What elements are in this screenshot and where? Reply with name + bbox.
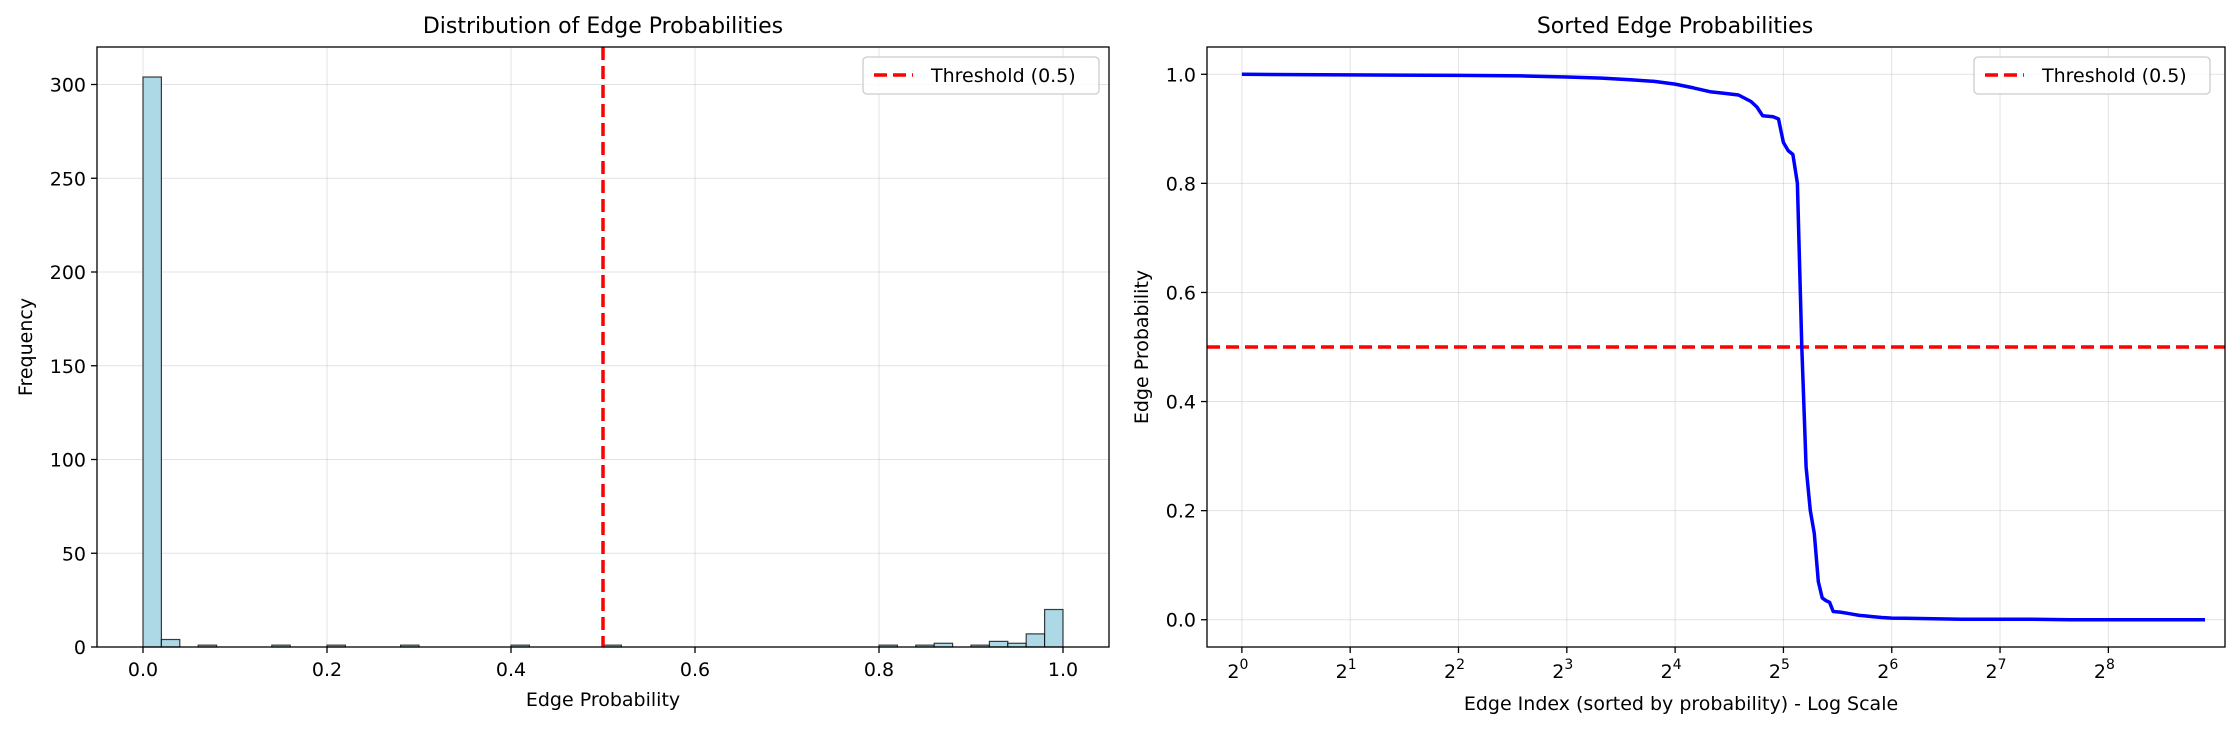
histogram-bar: [142, 76, 162, 648]
sorted-x-tick-label: 26: [1877, 657, 1898, 683]
sorted-x-tick-label: 24: [1661, 657, 1682, 683]
sorted-y-ticks: 0.0 0.2 0.4 0.6 0.8 1.0: [1166, 64, 1207, 632]
sorted-frame: [1206, 46, 2226, 648]
sorted-y-tick-label: 0.0: [1166, 610, 1196, 632]
histogram-x-tick-label: 1.0: [1048, 659, 1078, 681]
histogram-x-tick-label: 0.2: [312, 659, 342, 681]
histogram-y-tick-label: 200: [50, 262, 86, 284]
histogram-x-tick-label: 0.8: [864, 659, 894, 681]
histogram-legend: Threshold (0.5): [862, 56, 1100, 95]
histogram-bar: [1043, 608, 1064, 648]
histogram-panel: Distribution of Edge Probabilities 0.0 0.…: [15, 14, 1110, 711]
histogram-x-ticks: 0.0 0.2 0.4 0.6 0.8 1.0: [128, 647, 1078, 681]
histogram-x-tick-label: 0.4: [496, 659, 526, 681]
histogram-y-tick-label: 100: [50, 450, 86, 472]
sorted-y-tick-label: 0.6: [1166, 282, 1196, 304]
histogram-y-tick-label: 250: [50, 168, 86, 190]
sorted-x-tick-label: 20: [1227, 657, 1248, 683]
histogram-y-tick-label: 50: [62, 543, 86, 565]
sorted-legend-label: Threshold (0.5): [2041, 65, 2187, 87]
histogram-y-ticks: 0 50 100 150 200 250 300: [50, 75, 97, 659]
sorted-x-tick-label: 28: [2094, 657, 2115, 683]
histogram-legend-box: [862, 56, 1100, 95]
sorted-line-panel: Sorted Edge Probabilities 20 21 22 23 24 25 26…: [1131, 14, 2226, 715]
histogram-title: Distribution of Edge Probabilities: [423, 14, 783, 39]
sorted-probability-line: [1241, 72, 2205, 622]
sorted-legend-box: [1973, 56, 2211, 95]
histogram-bars: [142, 76, 1064, 648]
histogram-bar: [1025, 633, 1046, 648]
histogram-y-tick-label: 150: [50, 356, 86, 378]
sorted-y-tick-label: 0.4: [1166, 392, 1196, 414]
sorted-x-tick-label: 21: [1336, 657, 1357, 683]
histogram-plot-area: [97, 47, 1109, 647]
sorted-y-tick-label: 0.2: [1166, 501, 1196, 523]
sorted-x-tick-label: 23: [1552, 657, 1573, 683]
histogram-x-tick-label: 0.0: [128, 659, 158, 681]
sorted-y-tick-label: 0.8: [1166, 173, 1196, 195]
sorted-ylabel: Edge Probability: [1131, 270, 1153, 424]
histogram-y-tick-label: 0: [74, 637, 86, 659]
sorted-x-ticks: 20 21 22 23 24 25 26 27 28: [1227, 647, 2115, 683]
histogram-bar: [988, 640, 1009, 648]
sorted-x-tick-label: 27: [1986, 657, 2007, 683]
sorted-grid: [1207, 47, 2225, 647]
sorted-title: Sorted Edge Probabilities: [1537, 14, 1813, 39]
sorted-xlabel: Edge Index (sorted by probability) - Log…: [1464, 693, 1898, 715]
sorted-x-tick-label: 22: [1444, 657, 1465, 683]
histogram-y-tick-label: 300: [50, 75, 86, 97]
histogram-ylabel: Frequency: [15, 298, 37, 396]
histogram-x-tick-label: 0.6: [680, 659, 710, 681]
sorted-x-tick-label: 25: [1769, 657, 1790, 683]
histogram-frame: [96, 46, 1110, 648]
histogram-xlabel: Edge Probability: [526, 689, 680, 711]
histogram-bar: [160, 638, 181, 648]
sorted-legend: Threshold (0.5): [1973, 56, 2211, 95]
histogram-legend-label: Threshold (0.5): [930, 65, 1076, 87]
sorted-y-tick-label: 1.0: [1166, 64, 1196, 86]
